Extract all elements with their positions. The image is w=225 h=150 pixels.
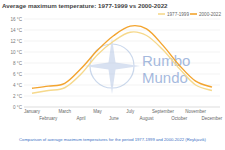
x-tick-label: May xyxy=(93,109,102,114)
chart: Average maximum temperature: 1977-1999 v… xyxy=(0,0,225,150)
x-tick-label: September xyxy=(152,109,175,114)
watermark-text: Rumbo xyxy=(142,52,190,69)
grid-line xyxy=(24,96,220,97)
grid-line xyxy=(24,41,220,42)
x-tick-label: February xyxy=(39,116,58,121)
legend-label: 1977-1999 xyxy=(167,12,189,17)
y-tick-label: 14 °C xyxy=(10,28,22,33)
series-line xyxy=(32,32,212,93)
title: Average maximum temperature: 1977-1999 v… xyxy=(2,2,168,9)
y-tick-label: 4 °C xyxy=(13,83,23,88)
x-tick-label: October xyxy=(171,116,188,121)
grid-line xyxy=(24,19,220,20)
compass-needle xyxy=(84,62,140,70)
x-tick-label: June xyxy=(109,116,119,121)
y-tick-label: 10 °C xyxy=(10,50,22,55)
grid-line xyxy=(24,52,220,53)
caption: Comparison of average maximum temperatur… xyxy=(19,137,207,142)
legend-swatch xyxy=(190,13,197,15)
x-tick-label: November xyxy=(185,109,206,114)
x-tick-label: April xyxy=(77,116,86,121)
y-tick-label: 2 °C xyxy=(13,94,23,99)
y-tick-label: 12 °C xyxy=(10,39,22,44)
x-tick-label: August xyxy=(140,116,155,121)
y-tick-label: 6 °C xyxy=(13,72,23,77)
x-tick-label: December xyxy=(202,116,223,121)
watermark: RumboMundo xyxy=(84,38,190,94)
x-tick-label: March xyxy=(58,109,71,114)
grid-line xyxy=(24,63,220,64)
grid-line xyxy=(24,74,220,75)
plot-area xyxy=(32,26,212,94)
watermark-text: Mundo xyxy=(142,69,188,86)
legend-swatch xyxy=(158,13,165,15)
x-tick-label: January xyxy=(24,109,41,114)
legend-label: 2000-2022 xyxy=(199,12,221,17)
grid-line xyxy=(24,107,220,108)
y-tick-label: 16 °C xyxy=(10,17,22,22)
y-tick-label: 0 °C xyxy=(13,105,23,110)
x-tick-label: July xyxy=(126,109,135,114)
y-tick-label: 8 °C xyxy=(13,61,23,66)
series-line xyxy=(32,26,212,89)
